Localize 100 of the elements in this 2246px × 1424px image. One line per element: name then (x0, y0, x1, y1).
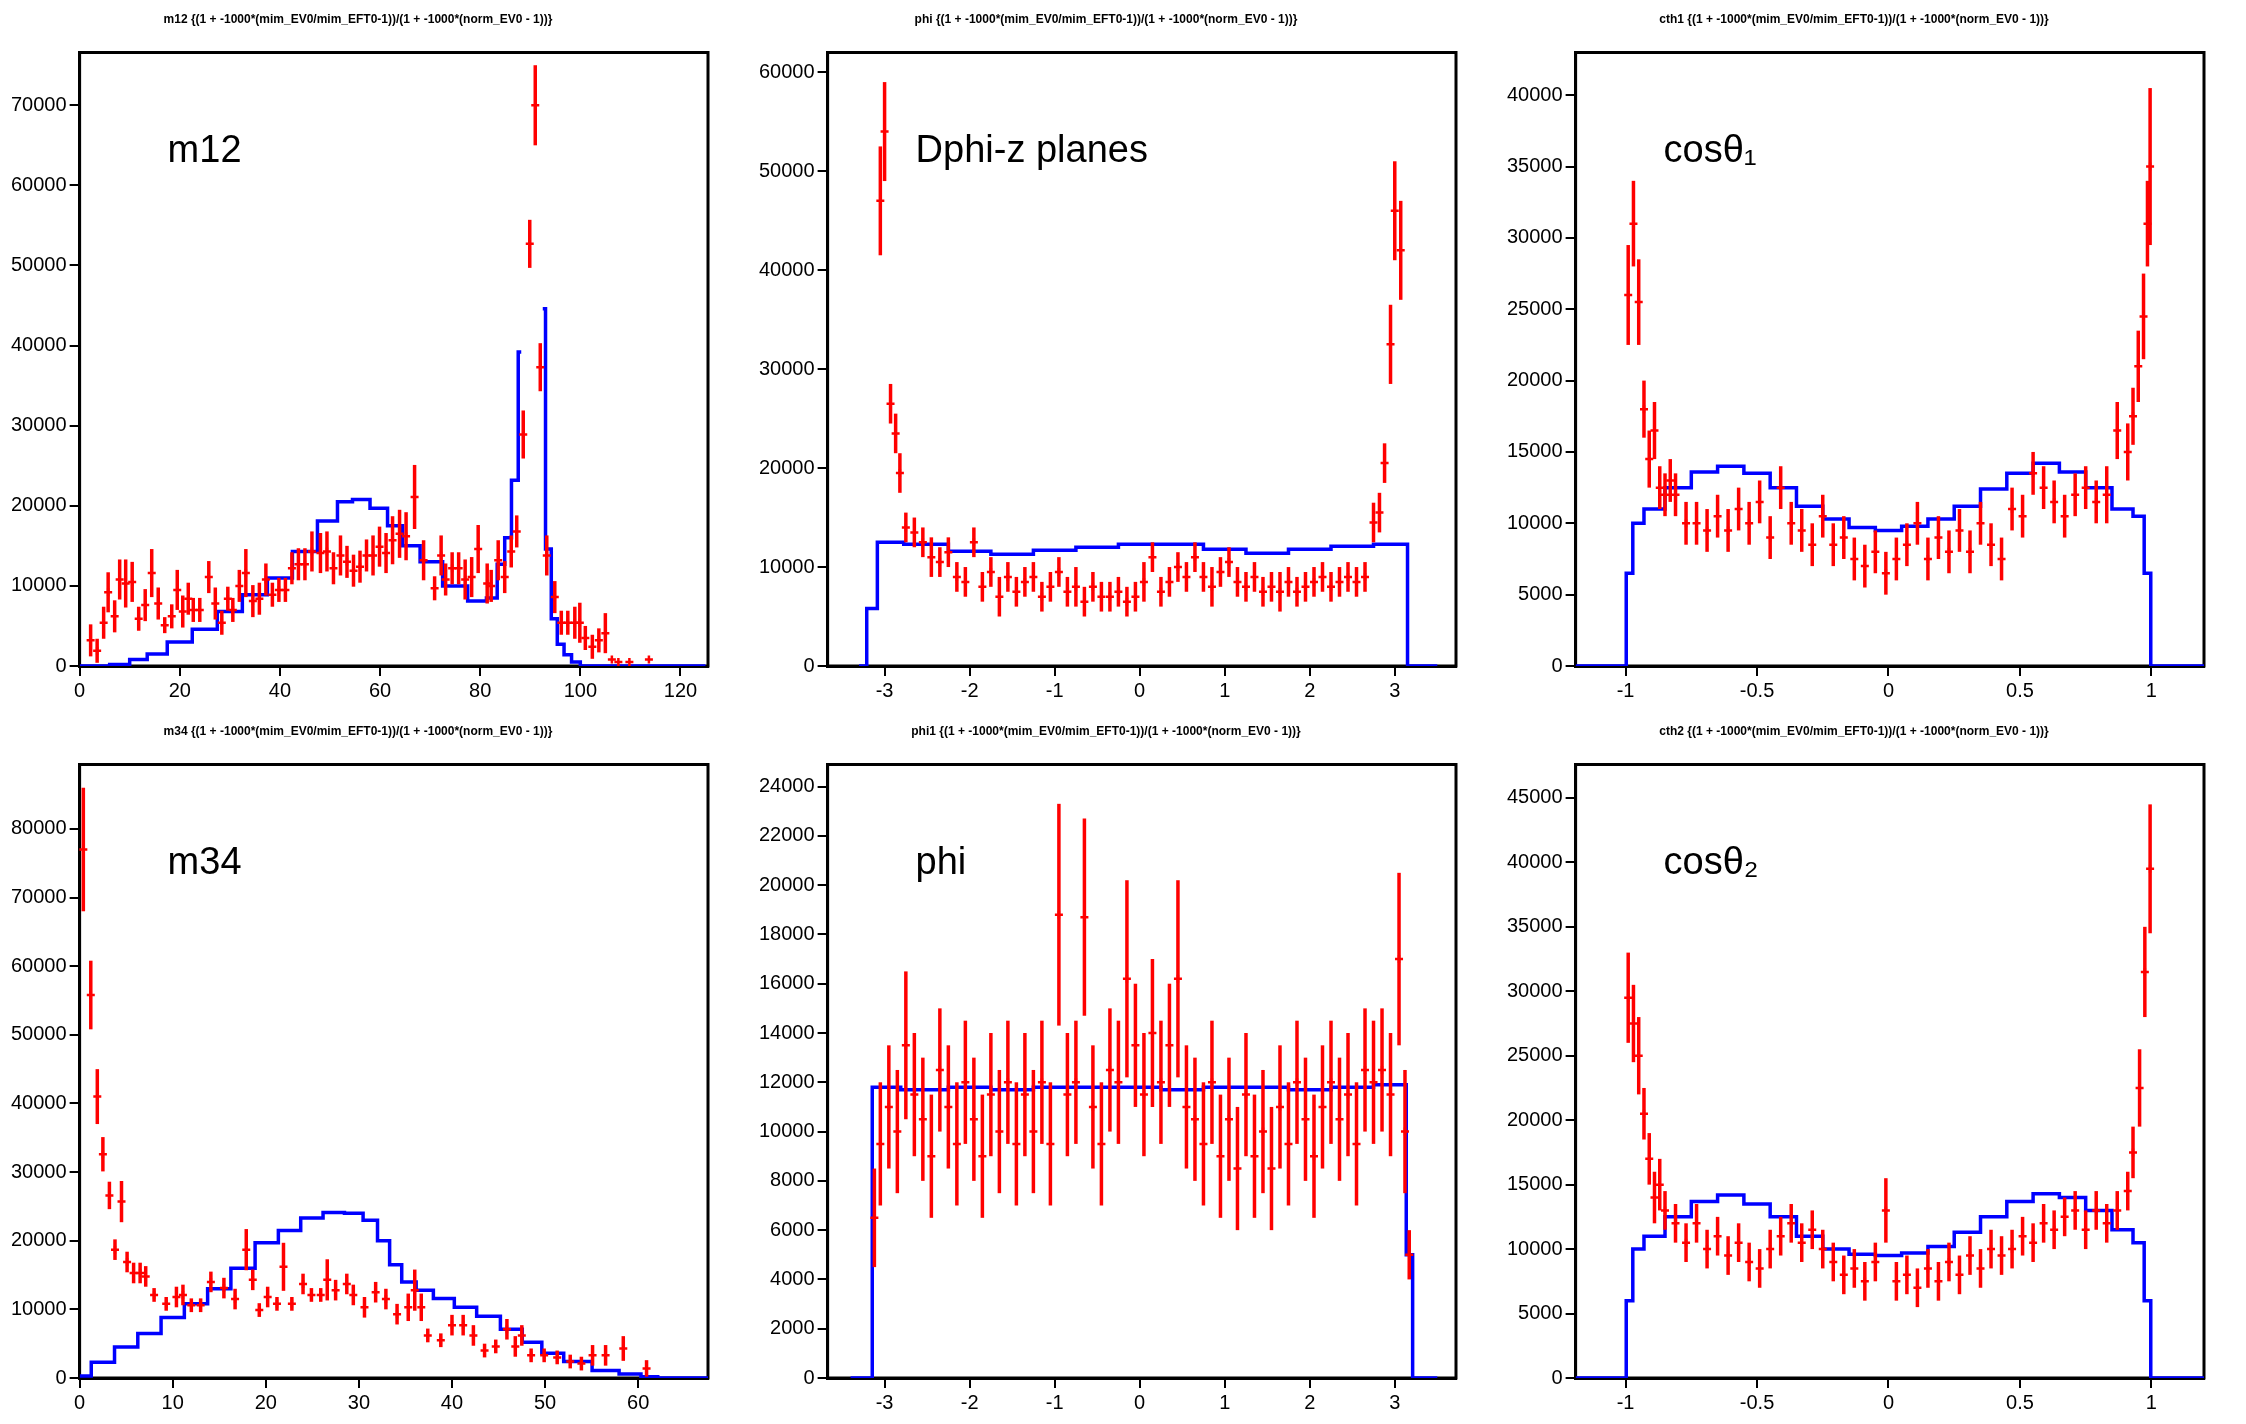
y-tick-label: 20000 (10, 493, 67, 516)
annotation: cosθ₂ (1663, 839, 1759, 882)
y-tick-label: 25000 (1506, 1043, 1563, 1066)
y-tick-label: 30000 (1506, 225, 1563, 248)
x-tick-label: 3 (1389, 678, 1401, 701)
y-tick-label: 0 (803, 1365, 815, 1388)
x-tick-label: 0 (1134, 678, 1146, 701)
y-tick-label: 35000 (1506, 914, 1563, 937)
y-tick-label: 16000 (758, 971, 815, 994)
y-tick-label: 40000 (1506, 82, 1563, 105)
y-tick-label: 80000 (10, 816, 67, 839)
y-tick-label: 10000 (10, 1296, 67, 1319)
y-tick-label: 30000 (10, 1159, 67, 1182)
y-tick-label: 30000 (758, 356, 815, 379)
y-tick-label: 10000 (1506, 510, 1563, 533)
y-tick-label: 10000 (1506, 1236, 1563, 1259)
x-tick-label: 0 (1882, 678, 1895, 701)
x-tick-label: 100 (563, 678, 598, 701)
y-tick-label: 50000 (10, 252, 67, 275)
x-tick-label: 50 (533, 1390, 557, 1413)
chart-title: cth1 {(1 + -1000*(mim_EV0/mim_EFT0-1))/(1 + -1000*(norm_EV0 - 1))} (1659, 11, 2050, 26)
x-tick-label: 3 (1389, 1390, 1401, 1413)
x-tick-label: -2 (960, 1390, 979, 1413)
x-tick-label: 40 (440, 1390, 464, 1413)
x-tick-label: 0 (74, 1390, 86, 1413)
y-tick-label: 60000 (10, 953, 67, 976)
x-tick-label: 1 (2145, 1390, 2157, 1413)
y-tick-label: 0 (803, 653, 815, 676)
y-tick-label: 20000 (1506, 368, 1563, 391)
x-tick-label: 60 (368, 678, 392, 701)
y-tick-label: 8000 (770, 1168, 815, 1191)
y-tick-label: 10000 (758, 554, 815, 577)
y-tick-label: 6000 (770, 1217, 815, 1240)
x-tick-label: 0 (74, 678, 86, 701)
annotation: m12 (167, 127, 242, 170)
y-tick-label: 50000 (758, 158, 815, 181)
x-tick-label: -3 (875, 1390, 894, 1413)
x-tick-label: 10 (161, 1390, 184, 1413)
y-tick-label: 24000 (758, 774, 815, 797)
y-tick-label: 35000 (1506, 154, 1563, 177)
y-tick-label: 50000 (10, 1022, 67, 1045)
y-tick-label: 40000 (758, 257, 815, 280)
y-tick-label: 20000 (1506, 1107, 1563, 1130)
x-tick-label: -3 (875, 678, 894, 701)
chart-title: phi1 {(1 + -1000*(mim_EV0/mim_EFT0-1))/(1 + -1000*(norm_EV0 - 1))} (911, 723, 1302, 738)
y-tick-label: 12000 (758, 1069, 815, 1092)
y-tick-label: 30000 (1506, 978, 1563, 1001)
y-tick-label: 18000 (758, 921, 815, 944)
x-tick-label: 0 (1882, 1390, 1895, 1413)
chart-title: m34 {(1 + -1000*(mim_EV0/mim_EFT0-1))/(1 + -1000*(norm_EV0 - 1))} (163, 723, 553, 738)
x-tick-label: -0.5 (1739, 1390, 1775, 1413)
annotation: phi (915, 839, 967, 882)
y-tick-label: 14000 (758, 1020, 815, 1043)
x-tick-label: 0.5 (2006, 1390, 2034, 1413)
y-tick-label: 22000 (758, 823, 815, 846)
annotation: m34 (167, 839, 242, 882)
y-tick-label: 5000 (1518, 1301, 1563, 1324)
chart-title: m12 {(1 + -1000*(mim_EV0/mim_EFT0-1))/(1 + -1000*(norm_EV0 - 1))} (163, 11, 553, 26)
x-tick-label: 1 (2145, 678, 2157, 701)
y-tick-label: 20000 (10, 1228, 67, 1251)
x-tick-label: 1 (1219, 678, 1231, 701)
y-tick-label: 0 (1551, 653, 1563, 676)
x-tick-label: 20 (254, 1390, 277, 1413)
x-tick-label: -1 (1616, 678, 1635, 701)
y-tick-label: 70000 (10, 885, 67, 908)
y-tick-label: 25000 (1506, 296, 1563, 319)
y-tick-label: 45000 (1506, 785, 1563, 808)
y-tick-label: 15000 (1506, 1172, 1563, 1195)
y-tick-label: 40000 (10, 1090, 67, 1113)
y-tick-label: 20000 (758, 872, 815, 895)
y-tick-label: 0 (1551, 1365, 1563, 1388)
y-tick-label: 40000 (10, 333, 67, 356)
x-tick-label: 40 (268, 678, 292, 701)
x-tick-label: -0.5 (1739, 678, 1775, 701)
y-tick-label: 20000 (758, 455, 815, 478)
y-tick-label: 10000 (10, 573, 67, 596)
chart-title: cth2 {(1 + -1000*(mim_EV0/mim_EFT0-1))/(1 + -1000*(norm_EV0 - 1))} (1659, 723, 2050, 738)
x-tick-label: 2 (1304, 678, 1316, 701)
y-tick-label: 60000 (758, 59, 815, 82)
annotation: Dphi-z planes (915, 127, 1148, 170)
y-tick-label: 70000 (10, 92, 67, 115)
x-tick-label: -1 (1045, 1390, 1064, 1413)
x-tick-label: 0.5 (2006, 678, 2034, 701)
x-tick-label: 0 (1134, 1390, 1146, 1413)
y-tick-label: 2000 (770, 1316, 815, 1339)
x-tick-label: 120 (663, 678, 698, 701)
y-tick-label: 0 (55, 1365, 67, 1388)
x-tick-label: -1 (1616, 1390, 1635, 1413)
y-tick-label: 4000 (770, 1266, 815, 1289)
y-tick-label: 60000 (10, 172, 67, 195)
x-tick-label: 60 (627, 1390, 650, 1413)
y-tick-label: 10000 (758, 1119, 815, 1142)
x-tick-label: 2 (1304, 1390, 1316, 1413)
x-tick-label: 30 (347, 1390, 371, 1413)
x-tick-label: 80 (469, 678, 492, 701)
x-tick-label: -1 (1045, 678, 1064, 701)
annotation: cosθ₁ (1663, 127, 1757, 170)
y-tick-label: 40000 (1506, 849, 1563, 872)
x-tick-label: 1 (1219, 1390, 1231, 1413)
y-tick-label: 5000 (1518, 582, 1563, 605)
